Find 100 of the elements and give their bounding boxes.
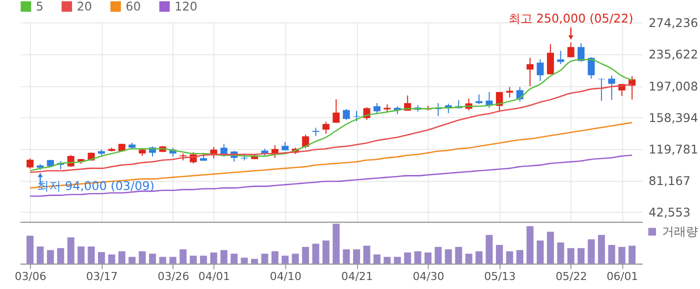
bar: [394, 256, 401, 264]
bar: [220, 250, 228, 264]
bar: [230, 254, 238, 264]
bar: [128, 256, 136, 264]
bar: [342, 249, 350, 264]
bar: [567, 248, 574, 264]
candlestick: [332, 98, 340, 124]
bar: [67, 237, 74, 264]
line-series: [29, 154, 633, 197]
candlestick: [546, 44, 554, 75]
bar: [282, 256, 289, 264]
bar: [516, 250, 524, 264]
bar: [46, 250, 54, 264]
candlestick: [536, 58, 544, 82]
bar: [36, 246, 44, 264]
candlestick: [342, 108, 350, 120]
bar: [557, 242, 564, 264]
bar: [159, 256, 166, 264]
bar: [271, 251, 278, 264]
candlestick: [608, 75, 616, 100]
bar: [57, 248, 64, 264]
bar: [98, 252, 105, 264]
candlestick: [598, 78, 605, 102]
bar: [108, 254, 116, 264]
annotation: 최고 250,000 (05/22): [508, 12, 634, 26]
legend-label: 20: [76, 0, 92, 14]
bar: [486, 234, 493, 264]
bar: [292, 254, 299, 264]
bar: [312, 244, 320, 264]
bar: [608, 244, 616, 264]
bar: [404, 252, 412, 264]
candlestick: [26, 158, 34, 170]
candlestick: [588, 56, 595, 80]
x-tick-label: 04/01: [198, 270, 230, 284]
y-tick-label: 235,622: [648, 48, 698, 62]
x-tick-label: 04/30: [412, 270, 444, 284]
bar: [148, 254, 156, 264]
bar: [302, 246, 310, 264]
bar: [618, 246, 626, 264]
bar: [598, 234, 605, 264]
bar: [88, 246, 95, 264]
bar: [373, 254, 380, 264]
y-tick-label: 81,167: [648, 174, 690, 188]
x-tick-label: 05/22: [556, 270, 588, 284]
y-tick-label: 274,236: [648, 16, 698, 30]
bar: [353, 249, 360, 264]
x-tick-label: 06/01: [606, 270, 638, 284]
bar: [240, 258, 248, 264]
bar: [169, 256, 176, 264]
candlestick: [567, 42, 574, 58]
bar: [138, 251, 146, 264]
legend-label: 5: [36, 0, 44, 14]
bar: [210, 252, 218, 264]
bar: [261, 254, 268, 264]
bar: [424, 252, 432, 264]
bar: [588, 239, 595, 264]
y-tick-label: 42,553: [648, 205, 690, 220]
x-tick-label: 04/10: [270, 270, 302, 284]
bar: [363, 246, 370, 264]
candlestick: [373, 102, 380, 114]
x-tick-label: 03/17: [86, 270, 118, 284]
bar: [414, 251, 422, 264]
x-tick-label: 03/06: [14, 270, 46, 284]
candlestick: [353, 110, 360, 122]
bar: [628, 246, 636, 264]
bar: [78, 246, 85, 264]
bar: [526, 226, 534, 264]
candlestick: [578, 42, 585, 62]
bar: [444, 249, 452, 264]
candlestick: [526, 57, 534, 87]
x-tick-label: 04/21: [341, 270, 373, 284]
candlestick: [476, 94, 483, 105]
bar: [546, 232, 554, 264]
x-tick-label: 05/13: [484, 270, 516, 284]
candlestick: [557, 50, 564, 65]
bar: [332, 224, 340, 264]
bar: [190, 256, 197, 264]
bar: [118, 251, 126, 264]
bar: [200, 256, 207, 264]
y-tick-label: 158,394: [648, 110, 698, 125]
bar: [455, 246, 462, 264]
bar: [180, 249, 187, 264]
bar: [506, 251, 514, 264]
bar: [251, 258, 258, 264]
bar: [322, 240, 330, 264]
bar: [384, 256, 391, 264]
bar: [434, 246, 442, 264]
legend-label: 거래량: [662, 224, 698, 239]
y-tick-label: 119,781: [648, 142, 698, 156]
legend-label: 120: [174, 0, 198, 14]
bar: [578, 248, 585, 264]
y-tick-label: 197,008: [648, 79, 698, 94]
candlestick: [322, 121, 330, 134]
bar: [26, 236, 34, 264]
bar: [465, 254, 472, 264]
x-tick-label: 03/26: [158, 270, 190, 284]
legend-label: 60: [126, 0, 141, 14]
bar: [496, 244, 503, 264]
candlestick: [302, 134, 310, 149]
bar: [536, 240, 544, 264]
